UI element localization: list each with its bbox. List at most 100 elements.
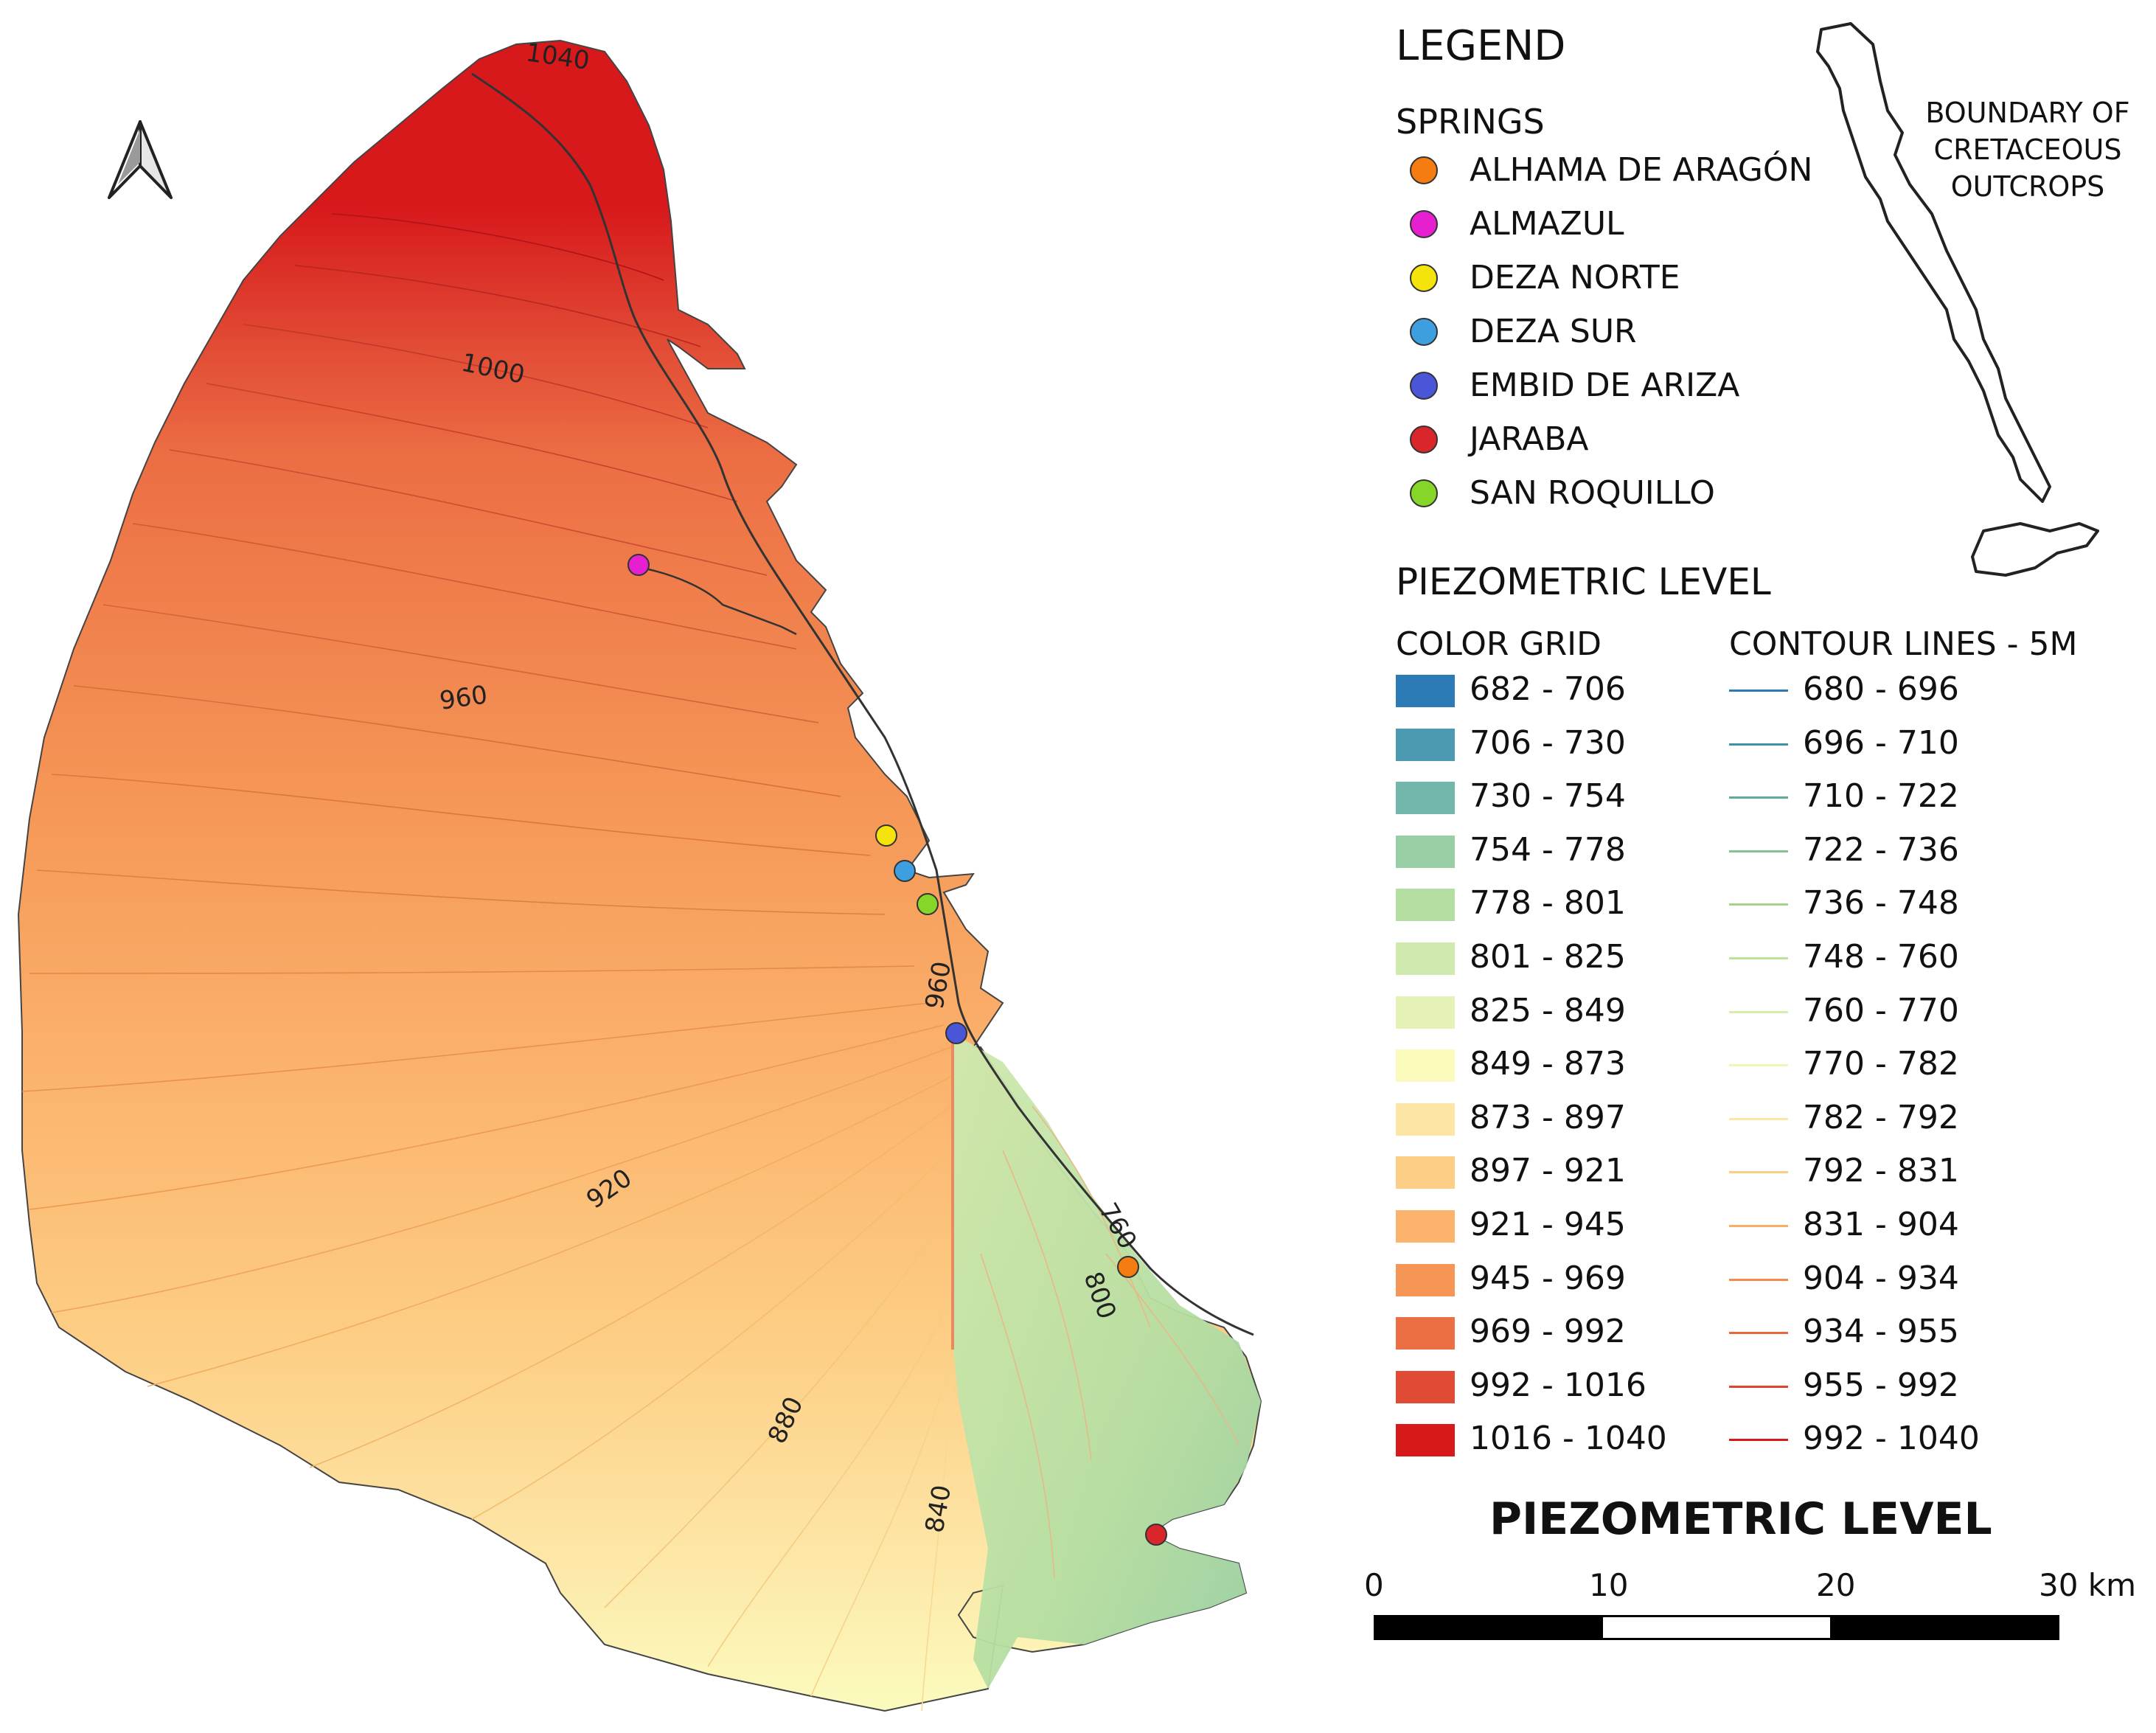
spring-legend-dot bbox=[1410, 318, 1438, 346]
contour-line-label: 722 - 736 bbox=[1803, 830, 1959, 869]
color-grid-swatch bbox=[1396, 835, 1455, 868]
contour-line-swatch bbox=[1729, 1117, 1788, 1120]
color-grid-swatch bbox=[1396, 942, 1455, 975]
contour-line-label: 770 - 782 bbox=[1803, 1045, 1959, 1083]
contour-label-960: 960 bbox=[438, 680, 490, 716]
color-grid-label: 778 - 801 bbox=[1470, 884, 1626, 923]
spring-deza-sur[interactable] bbox=[894, 860, 916, 882]
contour-line-label: 992 - 1040 bbox=[1803, 1420, 1980, 1458]
contour-line-swatch bbox=[1729, 1278, 1788, 1281]
color-grid-label: 849 - 873 bbox=[1470, 1045, 1626, 1083]
spring-legend-dot bbox=[1410, 479, 1438, 507]
contour-line-swatch bbox=[1729, 796, 1788, 799]
cretaceous-boundary-inset bbox=[1816, 22, 2099, 577]
contour-line-swatch bbox=[1729, 1171, 1788, 1174]
scale-segment bbox=[1603, 1617, 1830, 1638]
color-grid-swatch bbox=[1396, 1210, 1455, 1243]
north-arrow-icon bbox=[108, 120, 173, 199]
contour-labels: 1040 1000 960 920 880 840 960 760 800 bbox=[438, 38, 1143, 1535]
spring-legend-label: ALHAMA DE ARAGÓN bbox=[1470, 151, 1813, 189]
spring-alhama-de-aragon[interactable] bbox=[1117, 1256, 1139, 1278]
contour-line-swatch bbox=[1729, 957, 1788, 959]
color-grid-swatch bbox=[1396, 1424, 1455, 1457]
scale-segment bbox=[1830, 1617, 2057, 1638]
contour-line-swatch bbox=[1729, 1439, 1788, 1442]
spring-legend-dot bbox=[1410, 426, 1438, 454]
contour-line-swatch bbox=[1729, 1385, 1788, 1388]
color-grid-swatch bbox=[1396, 1049, 1455, 1083]
spring-deza-norte[interactable] bbox=[875, 824, 897, 847]
contour-line-swatch bbox=[1729, 850, 1788, 852]
color-grid-swatch bbox=[1396, 728, 1455, 761]
color-grid-label: 730 - 754 bbox=[1470, 777, 1626, 816]
springs-title: SPRINGS bbox=[1396, 102, 1545, 142]
low-level-zone bbox=[951, 1032, 1261, 1689]
contour-line-label: 760 - 770 bbox=[1803, 991, 1959, 1029]
scale-tick-0: 0 bbox=[1364, 1567, 1384, 1603]
contour-lines-title: CONTOUR LINES - 5M bbox=[1729, 625, 2078, 663]
river-line bbox=[471, 72, 1254, 1336]
contour-line-label: 831 - 904 bbox=[1803, 1206, 1959, 1243]
color-grid-label: 825 - 849 bbox=[1470, 991, 1626, 1029]
contour-line-label: 736 - 748 bbox=[1803, 884, 1959, 923]
spring-legend-label: DEZA SUR bbox=[1470, 313, 1637, 350]
contour-lines bbox=[21, 213, 1239, 1712]
contour-line-swatch bbox=[1729, 1064, 1788, 1067]
spring-almazul[interactable] bbox=[627, 554, 650, 576]
contour-line-label: 782 - 792 bbox=[1803, 1098, 1959, 1136]
inset-label: BOUNDARY OF CRETACEOUS OUTCROPS bbox=[1925, 97, 2130, 203]
color-grid-label: 682 - 706 bbox=[1470, 670, 1626, 708]
spring-legend-dot bbox=[1410, 210, 1438, 238]
contour-line-label: 934 - 955 bbox=[1803, 1313, 1959, 1351]
contour-line-label: 792 - 831 bbox=[1803, 1152, 1959, 1190]
color-grid-label: 873 - 897 bbox=[1470, 1098, 1626, 1136]
color-grid-swatch bbox=[1396, 1263, 1455, 1296]
spring-legend-dot bbox=[1410, 156, 1438, 184]
color-grid-swatch bbox=[1396, 1102, 1455, 1136]
spring-legend-label: EMBID DE ARIZA bbox=[1470, 367, 1740, 404]
piezometric-title: PIEZOMETRIC LEVEL bbox=[1396, 560, 1771, 603]
spring-legend-label: DEZA NORTE bbox=[1470, 259, 1680, 296]
spring-jaraba[interactable] bbox=[1145, 1524, 1167, 1546]
spring-markers bbox=[627, 554, 1167, 1546]
scale-tick-20: 20 bbox=[1816, 1567, 1856, 1603]
contour-line-label: 680 - 696 bbox=[1803, 670, 1959, 708]
contour-line-label: 748 - 760 bbox=[1803, 938, 1959, 976]
color-grid-label: 706 - 730 bbox=[1470, 723, 1626, 762]
contour-line-label: 904 - 934 bbox=[1803, 1259, 1959, 1297]
legend-title: LEGEND bbox=[1396, 22, 1566, 70]
contour-line-swatch bbox=[1729, 903, 1788, 906]
spring-legend-dot bbox=[1410, 372, 1438, 400]
river-tributary bbox=[641, 566, 797, 636]
color-grid-label: 754 - 778 bbox=[1470, 830, 1626, 869]
contour-line-label: 710 - 722 bbox=[1803, 777, 1959, 816]
color-grid-swatch bbox=[1396, 782, 1455, 815]
color-grid-swatch bbox=[1396, 1370, 1455, 1403]
contour-line-swatch bbox=[1729, 1010, 1788, 1013]
spring-legend-label: SAN ROQUILLO bbox=[1470, 474, 1715, 512]
scale-bar-title: PIEZOMETRIC LEVEL bbox=[1489, 1493, 1992, 1545]
spring-legend-dot bbox=[1410, 264, 1438, 292]
scale-tick-10: 10 bbox=[1589, 1567, 1629, 1603]
color-grid-swatch bbox=[1396, 675, 1455, 707]
color-grid-swatch bbox=[1396, 1156, 1455, 1190]
color-grid-label: 801 - 825 bbox=[1470, 938, 1626, 976]
piezometric-map: 1040 1000 960 920 880 840 960 760 800 bbox=[17, 38, 1262, 1712]
color-grid-swatch bbox=[1396, 996, 1455, 1029]
spring-san-roquillo[interactable] bbox=[917, 893, 939, 915]
contour-line-label: 955 - 992 bbox=[1803, 1366, 1959, 1404]
color-grid-swatch bbox=[1396, 889, 1455, 922]
spring-legend-label: ALMAZUL bbox=[1470, 205, 1624, 243]
contour-line-label: 696 - 710 bbox=[1803, 723, 1959, 762]
color-grid-label: 969 - 992 bbox=[1470, 1313, 1626, 1351]
spring-legend-label: JARABA bbox=[1470, 420, 1589, 458]
contour-line-swatch bbox=[1729, 1225, 1788, 1227]
color-grid-title: COLOR GRID bbox=[1396, 625, 1602, 663]
color-grid-label: 1016 - 1040 bbox=[1470, 1420, 1667, 1458]
color-grid-label: 897 - 921 bbox=[1470, 1152, 1626, 1190]
spring-embid-de-ariza[interactable] bbox=[945, 1022, 967, 1044]
contour-line-swatch bbox=[1729, 690, 1788, 692]
color-grid-label: 945 - 969 bbox=[1470, 1259, 1626, 1297]
contour-line-swatch bbox=[1729, 743, 1788, 746]
color-grid-label: 992 - 1016 bbox=[1470, 1366, 1646, 1404]
